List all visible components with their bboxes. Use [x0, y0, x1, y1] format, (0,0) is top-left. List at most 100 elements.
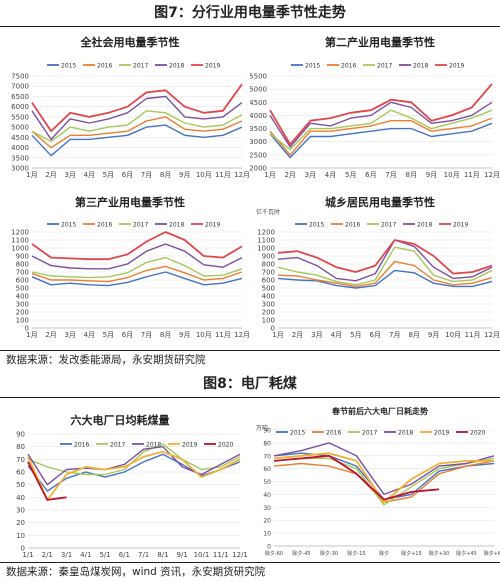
y-tick-label: 1000 — [11, 245, 29, 253]
legend-label: 2017 — [377, 63, 392, 70]
x-tick-label: 9月 — [179, 331, 190, 339]
series-line-2017 — [31, 256, 243, 279]
fig8-title: 图8：电厂耗煤 — [0, 373, 500, 395]
series-line-2020 — [273, 454, 440, 501]
x-tick-label: 9/1 — [177, 551, 188, 559]
series-line-2018 — [31, 95, 243, 141]
x-tick-label: 12月 — [234, 331, 250, 339]
y-tick-label: 4000 — [11, 144, 29, 152]
x-tick-label: 除夕 — [379, 550, 389, 557]
x-tick-label: 11月 — [465, 331, 481, 339]
y-tick-label: 2000 — [250, 165, 267, 173]
x-tick-label: 7月 — [141, 331, 152, 339]
x-tick-label: 8/1 — [157, 551, 168, 559]
y-tick-label: 700 — [262, 269, 275, 277]
y-tick-label: 500 — [262, 285, 275, 293]
y-tick-label: 20 — [263, 518, 271, 525]
series-line-2015 — [31, 271, 243, 287]
x-tick-label: 10/1 — [194, 551, 210, 559]
y-tick-label: 700 — [16, 269, 29, 277]
series-line-2019 — [31, 83, 243, 133]
y-tick-label: 4500 — [11, 134, 29, 142]
x-tick-label: 除夕+60 — [484, 550, 500, 557]
series-line-2016 — [277, 260, 493, 288]
x-tick-label: 10月 — [196, 331, 212, 339]
legend-label: 2020 — [218, 442, 233, 449]
y-tick-label: 3000 — [11, 165, 29, 173]
chart-total-consumption: 全社会用电量季节性 3000 3500 4000 4500 5000 5500 6000 650… — [11, 35, 250, 179]
x-tick-label: 5/1 — [99, 551, 110, 559]
legend-label: 2016 — [97, 63, 112, 70]
x-tick-label: 9月 — [428, 331, 439, 339]
fig8-bottom-rule — [0, 562, 500, 563]
y-tick-label: 90 — [263, 428, 271, 435]
y-tick-label: 0 — [271, 325, 275, 333]
x-tick-label: 9月 — [426, 171, 437, 179]
series-line-2019 — [273, 452, 494, 504]
x-tick-label: 6月 — [122, 171, 133, 179]
source-note-1: 数据来源：发改委能源局，永安期货研究院 — [6, 354, 206, 366]
legend-label: 2017 — [362, 430, 377, 437]
unit-label: 万吨 — [256, 424, 268, 432]
y-tick-label: 3500 — [250, 125, 267, 133]
x-tick-label: 8月 — [160, 171, 171, 179]
source-note-2: 数据来源：秦皇岛煤炭网，wind 资讯，永安期货研究院 — [6, 566, 266, 578]
y-tick-label: 300 — [16, 301, 29, 309]
series-line-2019 — [27, 450, 241, 501]
x-tick-label: 除夕-60 — [265, 550, 283, 557]
series-line-2020 — [27, 461, 67, 501]
y-tick-label: 500 — [16, 285, 29, 293]
series-line-2018 — [31, 243, 243, 270]
x-tick-label: 6月 — [365, 171, 376, 179]
x-tick-label: 12月 — [484, 171, 500, 179]
x-tick-label: 10月 — [196, 171, 212, 179]
y-tick-label: 80 — [263, 440, 271, 447]
x-tick-label: 1月 — [26, 171, 37, 179]
series-line-2018 — [27, 446, 241, 486]
legend-label: 2019 — [434, 430, 449, 437]
y-tick-label: 5000 — [11, 124, 29, 132]
x-tick-label: 1月 — [26, 331, 37, 339]
y-tick-label: 6500 — [11, 93, 29, 101]
y-tick-label: 30 — [16, 507, 25, 515]
series-line-2017 — [269, 109, 493, 151]
y-tick-label: 50 — [263, 479, 271, 486]
legend-label: 2015 — [61, 222, 76, 229]
fig8-rule — [0, 397, 500, 398]
series-line-2019 — [277, 239, 493, 275]
y-tick-label: 50 — [16, 481, 25, 489]
chart-title: 全社会用电量季节性 — [80, 35, 180, 49]
legend-label: 2017 — [381, 222, 396, 229]
y-tick-label: 800 — [262, 261, 275, 269]
series-line-2016 — [27, 453, 241, 492]
y-tick-label: 20 — [16, 519, 25, 527]
x-tick-label: 4月 — [331, 331, 342, 339]
x-tick-label: 除夕+30 — [429, 550, 450, 557]
y-tick-label: 40 — [263, 492, 271, 499]
x-tick-label: 5月 — [345, 171, 356, 179]
x-tick-label: 7月 — [141, 171, 152, 179]
y-tick-label: 200 — [16, 309, 29, 317]
x-tick-label: 12/1 — [232, 551, 248, 559]
x-tick-label: 3/1 — [61, 551, 72, 559]
legend-label: 2016 — [341, 63, 356, 70]
chart-tertiary-industry: 第三产业用电量季节性010020030040050060070080090010… — [11, 195, 250, 339]
legend-label: 2016 — [326, 430, 341, 437]
series-line-2016 — [269, 117, 493, 156]
x-tick-label: 2/1 — [42, 551, 53, 559]
fig7-bottom-rule — [0, 350, 500, 351]
fig7-title: 图7：分行业用电量季节性走势 — [0, 2, 500, 24]
x-tick-label: 12月 — [484, 331, 500, 339]
series-line-2016 — [31, 116, 243, 149]
y-tick-label: 7500 — [11, 73, 29, 81]
x-tick-label: 11月 — [464, 171, 480, 179]
series-line-2015 — [277, 269, 493, 289]
x-tick-label: 1/1 — [22, 551, 33, 559]
legend-label: 2017 — [133, 63, 148, 70]
chart-residential: 城乡居民用电量季节性亿千瓦时01002003004005006007008009… — [256, 195, 500, 339]
legend-label: 2015 — [305, 63, 320, 70]
x-tick-label: 6月 — [122, 331, 133, 339]
legend-label: 2016 — [74, 442, 89, 449]
x-tick-label: 8月 — [408, 331, 419, 339]
